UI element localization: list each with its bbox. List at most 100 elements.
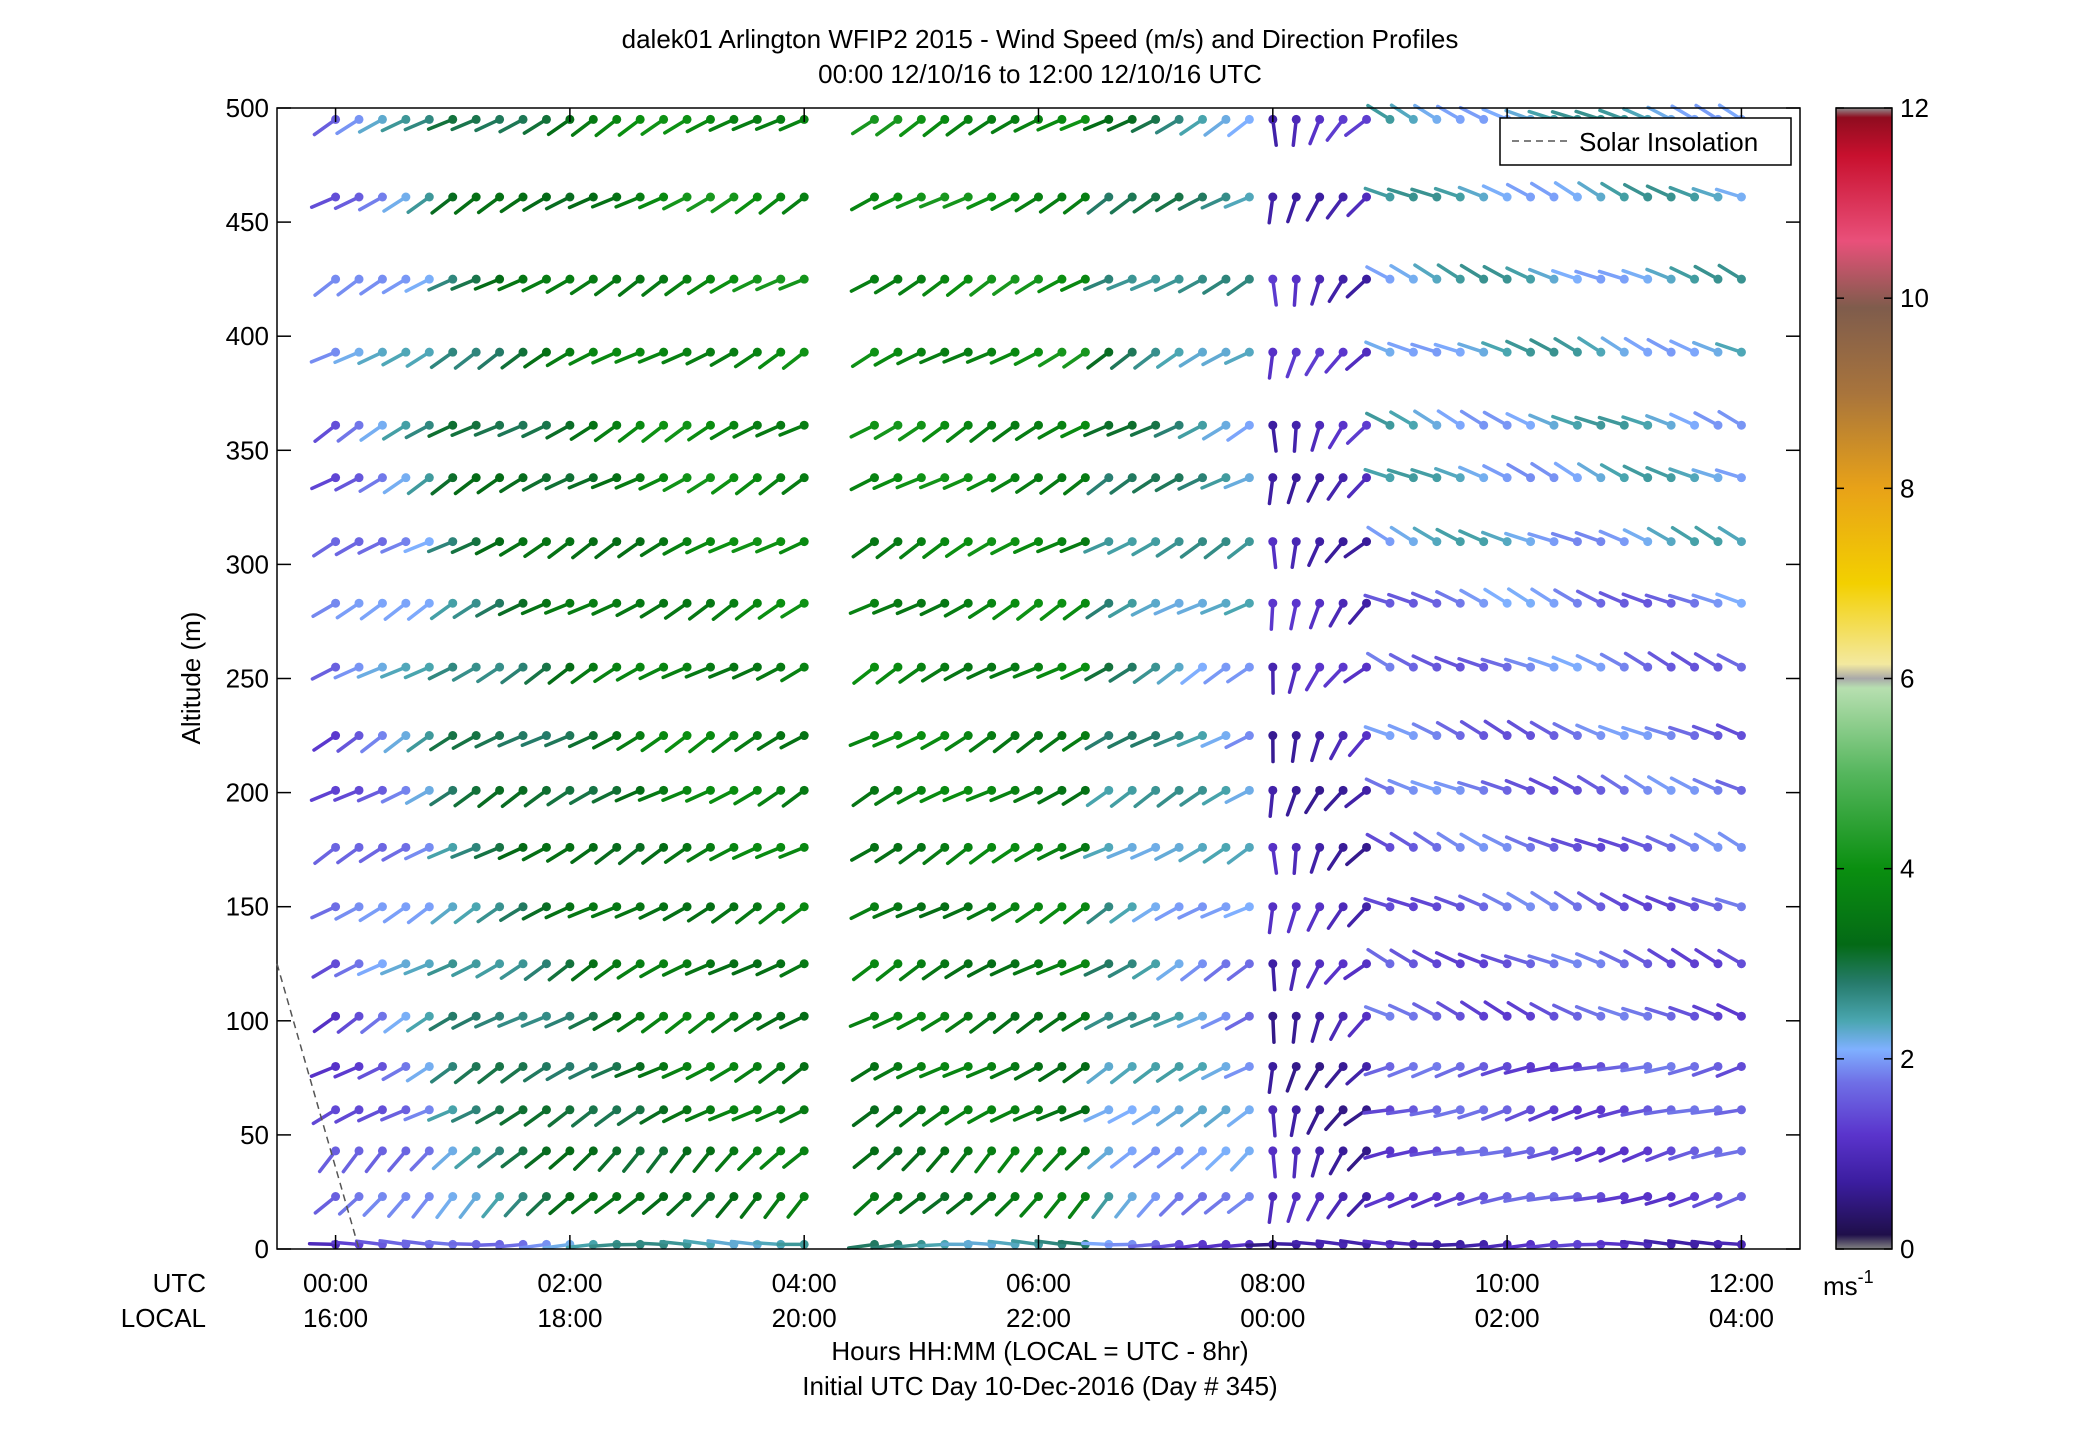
wind-barb-dot [1081, 902, 1090, 911]
wind-barb [976, 1146, 996, 1171]
wind-barb-dot [1034, 1192, 1043, 1201]
wind-barb-dot [1221, 473, 1230, 482]
wind-barb-dot [683, 275, 692, 284]
wind-barb-dot [870, 115, 879, 124]
wind-barb-dot [776, 348, 785, 357]
wind-barb-dot [1245, 599, 1254, 608]
wind-barb [528, 1192, 551, 1214]
wind-barb [1041, 731, 1066, 751]
wind-barb-dot [1737, 663, 1746, 672]
wind-barb-dot [331, 786, 340, 795]
y-tick-label: 250 [226, 664, 269, 694]
wind-barb-dot [1737, 599, 1746, 608]
wind-barb-dot [1362, 843, 1371, 852]
wind-barb [432, 348, 458, 368]
wind-barb-dot [1128, 1012, 1137, 1021]
wind-barb-dot [1596, 192, 1605, 201]
wind-barb-dot [1011, 902, 1020, 911]
wind-barb-dot [1081, 1146, 1090, 1155]
wind-barb [741, 1192, 761, 1217]
wind-barb-dot [495, 786, 504, 795]
wind-barb [1268, 959, 1277, 989]
x-tick-label-utc: 06:00 [1006, 1268, 1071, 1298]
wind-barb-dot [1503, 275, 1512, 284]
wind-barb-dot [706, 1062, 715, 1071]
wind-barb-dot [776, 275, 785, 284]
wind-barb [1346, 115, 1371, 135]
wind-barb-dot [964, 843, 973, 852]
wind-barb-dot [448, 786, 457, 795]
wind-barb [900, 275, 926, 294]
wind-barb-dot [1151, 1062, 1160, 1071]
wind-barb-dot [472, 902, 481, 911]
wind-barb [1085, 1105, 1113, 1120]
wind-barb-dot [940, 1146, 949, 1155]
wind-barb-dot [753, 115, 762, 124]
wind-barb [1015, 348, 1043, 365]
wind-barb [874, 1012, 902, 1027]
wind-barb [1328, 192, 1348, 217]
wind-barb [1349, 473, 1371, 496]
wind-barb [526, 663, 551, 683]
wind-barb [384, 473, 410, 492]
wind-barb-dot [1268, 902, 1277, 911]
wind-barb-dot [1315, 731, 1324, 740]
wind-barb-dot [448, 1062, 457, 1071]
wind-barb [523, 421, 551, 437]
wind-barb-dot [636, 192, 645, 201]
wind-barb-dot [1292, 421, 1301, 430]
wind-barb [877, 663, 902, 683]
wind-barb [364, 1192, 387, 1215]
wind-barb-dot [1643, 1012, 1652, 1021]
wind-barb-dot [1292, 1146, 1301, 1155]
wind-barb [900, 663, 926, 682]
wind-barb-dot [448, 192, 457, 201]
wind-barb-dot [448, 663, 457, 672]
wind-barb [1345, 537, 1371, 557]
wind-barb-dot [1268, 786, 1277, 795]
wind-barb [968, 192, 996, 207]
wind-barb [456, 1062, 481, 1082]
wind-barb-dot [519, 843, 528, 852]
wind-barb [784, 1146, 809, 1167]
x-axis-label: Hours HH:MM (LOCAL = UTC - 8hr) [831, 1336, 1248, 1366]
wind-barb-dot [1198, 537, 1207, 546]
wind-barb-dot [1713, 599, 1722, 608]
wind-barb-dot [1245, 663, 1254, 672]
wind-barb-dot [776, 537, 785, 546]
wind-barb-dot [1292, 786, 1301, 795]
wind-barb [1088, 348, 1113, 368]
wind-barb [643, 275, 668, 295]
wind-barb [1328, 902, 1347, 928]
wind-barb [1288, 786, 1301, 815]
wind-barb-dot [472, 348, 481, 357]
wind-barb-dot [519, 959, 528, 968]
wind-barb-dot [1057, 421, 1066, 430]
wind-barb-dot [1409, 599, 1418, 608]
wind-barb-dot [753, 537, 762, 546]
wind-barb [596, 1105, 621, 1125]
wind-barb [851, 421, 879, 437]
wind-barb-dot [1667, 192, 1676, 201]
wind-barb-dot [1479, 1105, 1488, 1114]
wind-barb-dot [870, 663, 879, 672]
wind-barb-dot [800, 1062, 809, 1071]
wind-barb-dot [917, 1192, 926, 1201]
wind-barb [948, 275, 973, 296]
wind-barb [1624, 530, 1652, 546]
wind-barb-dot [1339, 786, 1348, 795]
wind-barb-dot [589, 115, 598, 124]
wind-barb-dot [964, 1105, 973, 1114]
wind-barb [620, 843, 645, 864]
wind-barb [1508, 185, 1535, 202]
wind-barb-dot [519, 115, 528, 124]
wind-barb-dot [683, 663, 692, 672]
wind-barb [361, 421, 387, 440]
wind-barb-dot [378, 1192, 387, 1201]
wind-barb-dot [1479, 537, 1488, 546]
wind-barb-dot [917, 275, 926, 284]
wind-barb-dot [448, 537, 457, 546]
wind-barb-dot [1315, 348, 1324, 357]
wind-barb-dot [1128, 421, 1137, 430]
wind-barb [1719, 266, 1746, 284]
